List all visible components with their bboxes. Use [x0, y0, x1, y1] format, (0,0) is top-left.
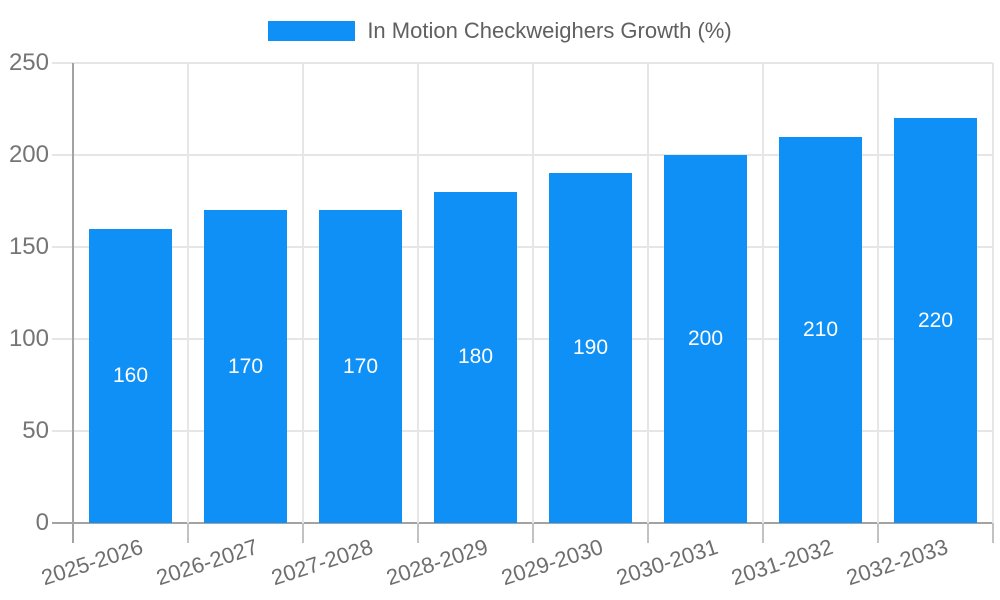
x-axis-category-label: 2032-2033 — [843, 534, 952, 591]
x-axis-tick — [532, 523, 534, 543]
x-axis-tick — [877, 523, 879, 543]
x-axis-category-label: 2026-2027 — [153, 534, 262, 591]
x-axis-tick — [187, 523, 189, 543]
x-axis-category-label: 2031-2032 — [728, 534, 837, 591]
bar-2031-2032[interactable]: 210 — [779, 136, 862, 523]
x-gridline — [532, 63, 534, 523]
bar-value-label: 180 — [457, 345, 494, 369]
bar-value-label: 170 — [227, 354, 264, 378]
x-gridline — [992, 63, 994, 523]
x-axis-category-label: 2025-2026 — [38, 534, 147, 591]
bar-2025-2026[interactable]: 160 — [89, 228, 172, 523]
bar-value-label: 210 — [802, 317, 839, 341]
bar-value-label: 170 — [342, 354, 379, 378]
x-gridline — [417, 63, 419, 523]
legend-label: In Motion Checkweighers Growth (%) — [367, 18, 732, 43]
x-axis-tick — [302, 523, 304, 543]
x-gridline — [187, 63, 189, 523]
bar-value-label: 220 — [917, 308, 954, 332]
y-axis-tick-label: 250 — [8, 49, 49, 76]
bar-value-label: 160 — [112, 363, 149, 387]
x-gridline — [877, 63, 879, 523]
y-axis-tick-label: 50 — [22, 417, 49, 444]
bar-2030-2031[interactable]: 200 — [664, 155, 747, 523]
x-axis-category-label: 2027-2028 — [268, 534, 377, 591]
x-axis-category-label: 2030-2031 — [613, 534, 722, 591]
y-axis-tick-label: 200 — [8, 141, 49, 168]
x-gridline — [647, 63, 649, 523]
x-axis-tick — [992, 523, 994, 543]
bar-value-label: 190 — [572, 336, 609, 360]
y-axis-tick-label: 150 — [8, 233, 49, 260]
bar-2032-2033[interactable]: 220 — [894, 118, 977, 523]
bar-2029-2030[interactable]: 190 — [549, 173, 632, 523]
x-axis-category-label: 2029-2030 — [498, 534, 607, 591]
x-axis-tick — [417, 523, 419, 543]
legend-swatch — [268, 21, 356, 41]
legend[interactable]: In Motion Checkweighers Growth (%) — [0, 18, 1000, 44]
x-gridline — [302, 63, 304, 523]
bar-2026-2027[interactable]: 170 — [204, 210, 287, 523]
x-gridline — [762, 63, 764, 523]
y-axis-tick-label: 0 — [35, 509, 49, 536]
bar-2027-2028[interactable]: 170 — [319, 210, 402, 523]
bar-value-label: 200 — [687, 327, 724, 350]
y-axis-tick-label: 100 — [8, 325, 49, 352]
y-gridline — [52, 62, 993, 64]
y-axis-line — [72, 63, 74, 543]
bar-2028-2029[interactable]: 180 — [434, 191, 517, 523]
x-axis-category-label: 2028-2029 — [383, 534, 492, 591]
x-axis-tick — [762, 523, 764, 543]
x-axis-tick — [647, 523, 649, 543]
